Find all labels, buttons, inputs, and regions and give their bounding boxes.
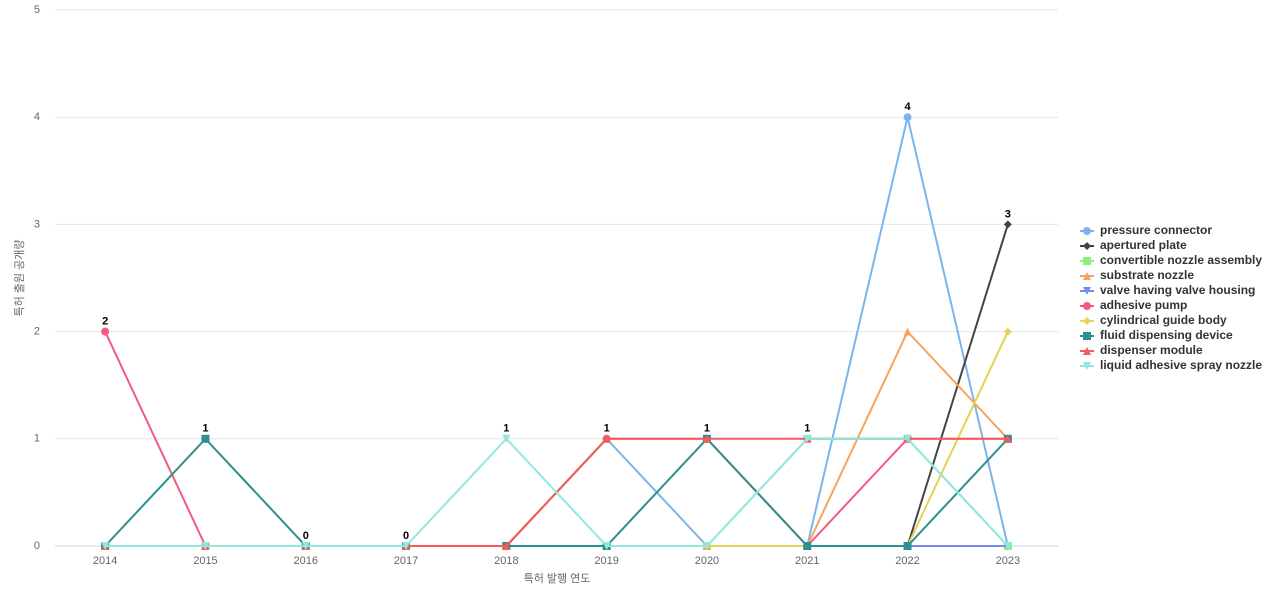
- point: [201, 542, 210, 550]
- x-tick-label: 2020: [695, 555, 719, 567]
- x-tick-label: 2018: [494, 555, 518, 567]
- point: [1083, 347, 1091, 355]
- point: [1083, 287, 1091, 295]
- data-label: 0: [403, 530, 409, 542]
- legend-label: apertured plate: [1100, 238, 1187, 252]
- point: [1083, 302, 1091, 310]
- legend-label: pressure connector: [1100, 223, 1212, 237]
- point: [301, 542, 310, 550]
- data-label: 1: [503, 423, 509, 435]
- point: [1083, 332, 1091, 340]
- data-label: 2: [102, 316, 108, 328]
- point: [402, 542, 411, 550]
- data-label: 1: [804, 423, 810, 435]
- point: [1003, 434, 1012, 443]
- y-tick-label: 5: [34, 4, 40, 16]
- point: [201, 434, 210, 443]
- point: [1083, 227, 1091, 235]
- y-tick-label: 3: [34, 218, 40, 230]
- series-line: [104, 437, 1009, 547]
- point: [502, 434, 511, 443]
- y-tick-label: 1: [34, 433, 40, 445]
- data-label: 1: [604, 423, 610, 435]
- legend-label: convertible nozzle assembly: [1100, 253, 1262, 267]
- x-tick-label: 2017: [394, 555, 418, 567]
- x-tick-label: 2019: [594, 555, 618, 567]
- data-label: 1: [704, 423, 710, 435]
- point: [101, 327, 110, 336]
- legend-label: liquid adhesive spray nozzle: [1100, 358, 1262, 372]
- x-tick-label: 2014: [93, 555, 117, 567]
- point: [903, 327, 912, 336]
- point: [1083, 317, 1091, 325]
- point: [903, 113, 912, 122]
- point: [1083, 362, 1091, 370]
- point: [803, 542, 812, 550]
- series-line: [105, 437, 1009, 547]
- y-tick-label: 2: [34, 326, 40, 338]
- data-label: 3: [1005, 208, 1011, 220]
- legend-label: adhesive pump: [1100, 298, 1187, 312]
- point: [1083, 257, 1091, 265]
- point: [1003, 542, 1012, 550]
- data-label: 1: [202, 423, 208, 435]
- legend-label: dispenser module: [1100, 343, 1203, 357]
- data-label: 0: [303, 530, 309, 542]
- x-tick-label: 2021: [795, 555, 819, 567]
- point: [1003, 220, 1012, 229]
- x-tick-label: 2022: [895, 555, 919, 567]
- y-tick-label: 4: [34, 111, 40, 123]
- x-tick-label: 2015: [193, 555, 217, 567]
- point: [803, 434, 812, 443]
- point: [101, 542, 110, 550]
- point: [1083, 242, 1091, 250]
- legend-label: substrate nozzle: [1100, 268, 1194, 282]
- point: [702, 542, 711, 550]
- y-axis-title: 특허 출원 공개량: [13, 240, 26, 317]
- point: [602, 434, 611, 443]
- x-tick-label: 2023: [996, 555, 1020, 567]
- y-tick-label: 0: [34, 540, 40, 552]
- point: [903, 542, 912, 550]
- x-axis-title: 특허 발행 연도: [524, 572, 591, 585]
- point: [602, 542, 611, 550]
- series-line: [105, 224, 1009, 547]
- point: [903, 434, 912, 443]
- point: [1083, 272, 1091, 280]
- point: [702, 434, 711, 443]
- x-tick-label: 2016: [294, 555, 318, 567]
- point: [1003, 327, 1012, 336]
- point: [502, 542, 511, 550]
- legend-label: fluid dispensing device: [1100, 328, 1233, 342]
- data-label: 4: [904, 101, 911, 113]
- legend-label: cylindrical guide body: [1100, 313, 1227, 327]
- legend-label: valve having valve housing: [1100, 283, 1255, 297]
